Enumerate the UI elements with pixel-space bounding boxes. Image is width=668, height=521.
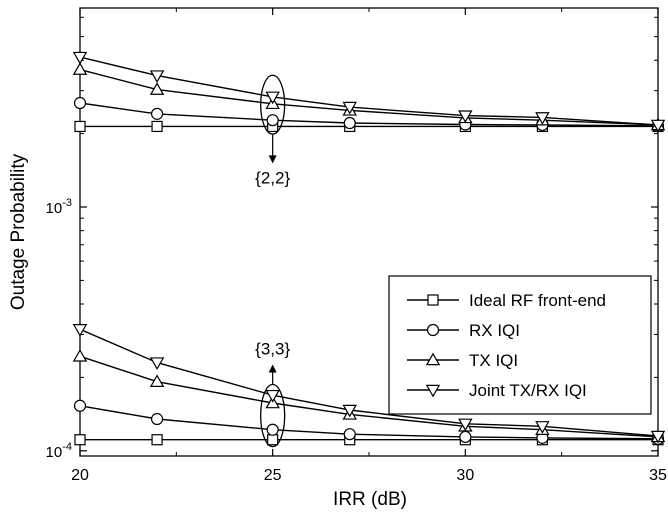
data-point <box>343 116 356 130</box>
data-point <box>458 418 473 432</box>
data-point <box>149 70 165 83</box>
data-point <box>72 324 88 337</box>
arrow-head <box>268 155 277 164</box>
legend-marker <box>426 323 440 337</box>
data-point <box>149 357 165 371</box>
data-point <box>343 428 356 441</box>
data-point <box>650 430 666 444</box>
legend-label: Ideal RF front-end <box>469 291 606 310</box>
x-tick-label: 30 <box>456 467 474 484</box>
data-point <box>267 434 279 446</box>
data-point <box>73 96 87 110</box>
data-point <box>535 421 550 434</box>
data-point <box>74 434 86 446</box>
legend-marker <box>425 352 441 366</box>
legend-label: Joint TX/RX IQI <box>469 381 587 400</box>
y-axis-title: Outage Probability <box>8 153 29 310</box>
data-point <box>266 423 279 436</box>
data-point <box>265 91 280 105</box>
data-point <box>150 107 164 120</box>
data-point <box>149 374 165 387</box>
data-point <box>151 434 163 446</box>
data-point <box>74 120 86 133</box>
data-point <box>151 120 163 133</box>
legend-marker <box>427 294 439 306</box>
data-point <box>72 51 88 65</box>
annotation-label: {3,3} <box>255 339 290 358</box>
y-tick-label: 10-3 <box>46 197 72 217</box>
data-point <box>149 82 165 95</box>
x-tick-label: 20 <box>71 467 89 484</box>
legend-label: TX IQI <box>469 351 518 370</box>
data-point <box>459 430 472 444</box>
series-line <box>79 102 659 127</box>
data-point <box>266 114 279 127</box>
x-tick-label: 35 <box>649 467 667 484</box>
x-tick-label: 25 <box>264 467 282 484</box>
y-tick-label: 10-4 <box>46 441 72 461</box>
x-axis-title: IRR (dB) <box>333 489 407 510</box>
data-point <box>72 348 88 362</box>
data-point <box>265 389 280 403</box>
legend-marker <box>425 384 441 398</box>
data-point <box>73 399 87 412</box>
data-point <box>342 101 357 115</box>
data-point <box>342 404 357 418</box>
data-point <box>650 119 666 133</box>
legend-label: RX IQI <box>469 321 520 340</box>
data-point <box>72 62 88 75</box>
annotation-label: {2,2} <box>255 168 290 187</box>
data-point <box>150 412 164 426</box>
data-point <box>458 110 473 124</box>
arrow-head <box>268 364 277 373</box>
data-point <box>535 112 550 125</box>
